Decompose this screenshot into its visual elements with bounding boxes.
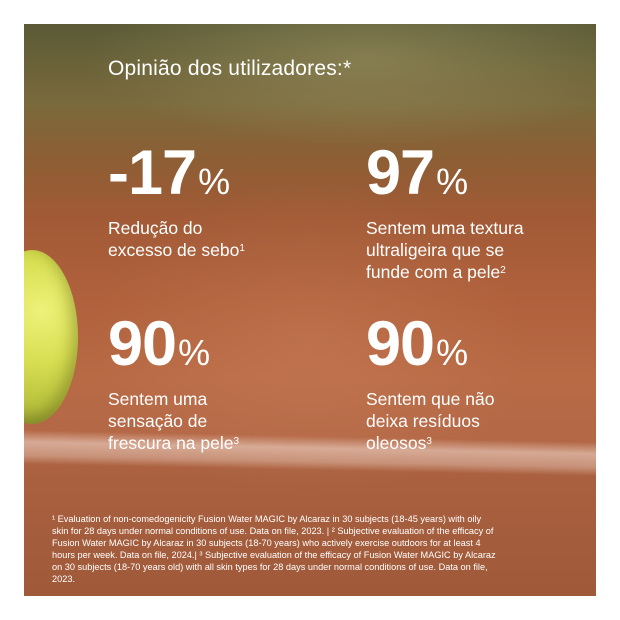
footnote-ref: 3 <box>426 436 432 447</box>
footnote-ref: 2 <box>500 265 506 276</box>
stat-no-oily-residue: 90% Sentem que não deixa resíduos oleoso… <box>366 313 494 454</box>
stat-freshness: 90% Sentem uma sensação de frescura na p… <box>108 313 239 454</box>
stat-description: Sentem uma textura ultraligeira que se f… <box>366 218 524 282</box>
footnote-ref: 1 <box>239 243 245 254</box>
stat-value: 97% <box>366 138 469 208</box>
stat-ultralight-texture: 97% Sentem uma textura ultraligeira que … <box>366 142 524 283</box>
tennis-ball-image <box>24 250 78 424</box>
stat-value: 90% <box>108 309 211 379</box>
promo-panel: Opinião dos utilizadores:* -17% Redução … <box>24 24 596 596</box>
footnote-ref: 3 <box>233 436 240 447</box>
page-title: Opinião dos utilizadores:* <box>108 57 352 80</box>
stat-sebum-reduction: -17% Redução do excesso de sebo1 <box>108 142 245 261</box>
stat-description: Sentem que não deixa resíduos oleosos3 <box>366 389 495 453</box>
stat-value: -17% <box>108 138 231 208</box>
stat-description: Redução do excesso de sebo1 <box>108 218 245 260</box>
footnote: ¹ Evaluation of non-comedogenicity Fusio… <box>52 514 496 584</box>
stat-description: Sentem uma sensação de frescura na pele3 <box>108 389 240 453</box>
stat-value: 90% <box>366 309 469 379</box>
